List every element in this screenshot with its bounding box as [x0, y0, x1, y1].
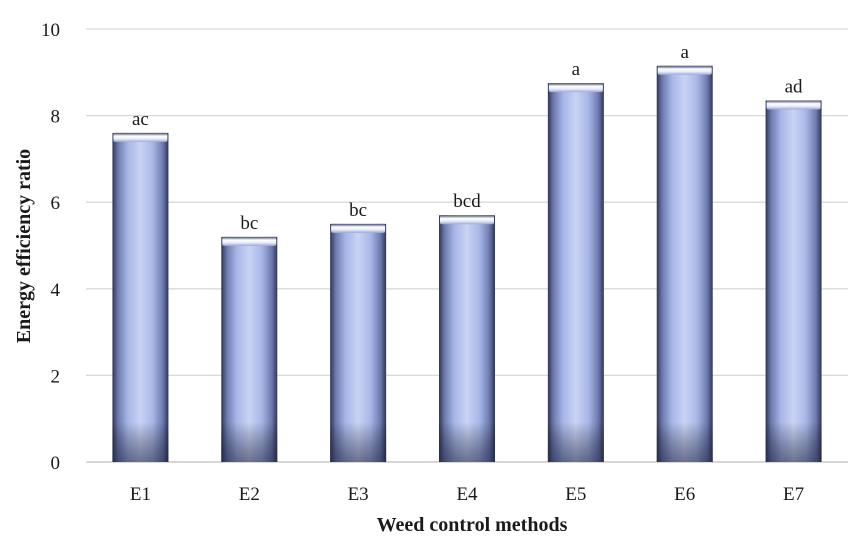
y-axis-ticks: 0 2 4 6 8 10	[41, 20, 61, 474]
y-tick-label: 8	[51, 107, 61, 128]
bar-bottom-shade	[439, 422, 495, 462]
bar	[439, 215, 495, 462]
x-axis-title: Weed control methods	[377, 514, 568, 536]
bar-data-label: a	[572, 59, 581, 80]
bar	[765, 100, 822, 462]
x-tick-label: E1	[130, 484, 151, 505]
bar-cap	[331, 223, 386, 233]
bar-data-label: bc	[240, 213, 258, 234]
x-tick-label: E7	[783, 484, 804, 505]
x-tick-label: E2	[239, 484, 260, 505]
x-tick-label: E4	[456, 484, 478, 505]
bar-bottom-shade	[112, 422, 169, 462]
bar-data-label: ad	[785, 76, 803, 97]
bar-data-label: ac	[132, 109, 149, 130]
bar-body	[439, 215, 495, 462]
y-tick-label: 10	[41, 20, 60, 41]
bar-bottom-shade	[221, 422, 278, 462]
bar-body	[547, 83, 604, 462]
bar-cap	[222, 236, 277, 246]
bar	[656, 65, 713, 463]
bar-cap	[766, 100, 821, 110]
bar	[330, 223, 387, 462]
bar-cap	[113, 132, 168, 142]
x-tick-label: E5	[565, 484, 586, 505]
bar-bottom-shade	[330, 422, 387, 462]
bar-labels: ac bc bc bcd a a ad	[132, 42, 803, 234]
y-tick-label: 0	[51, 453, 61, 474]
bar-cap	[657, 65, 712, 75]
bar-data-label: bcd	[453, 191, 481, 212]
bar	[221, 236, 278, 462]
bar-cap	[548, 83, 603, 93]
bar-bottom-shade	[656, 422, 713, 462]
x-axis-ticks: E1 E2 E3 E4 E5 E6 E7	[130, 484, 804, 505]
bar-data-label: bc	[349, 200, 367, 221]
y-tick-label: 4	[51, 280, 61, 301]
bar-bottom-shade	[765, 422, 822, 462]
bars	[112, 65, 822, 463]
x-tick-label: E6	[674, 484, 695, 505]
bar	[547, 83, 604, 462]
y-tick-label: 2	[51, 366, 61, 387]
y-tick-label: 6	[51, 193, 61, 214]
y-axis-title: Energy efficiency ratio	[13, 149, 35, 343]
bar-data-label: a	[680, 42, 689, 63]
bar-body	[656, 65, 713, 463]
bar-cap	[440, 215, 494, 225]
bar	[112, 132, 169, 463]
bar-body	[765, 100, 822, 462]
x-tick-label: E3	[348, 484, 369, 505]
bar-bottom-shade	[547, 422, 604, 462]
bar-body	[112, 132, 169, 463]
